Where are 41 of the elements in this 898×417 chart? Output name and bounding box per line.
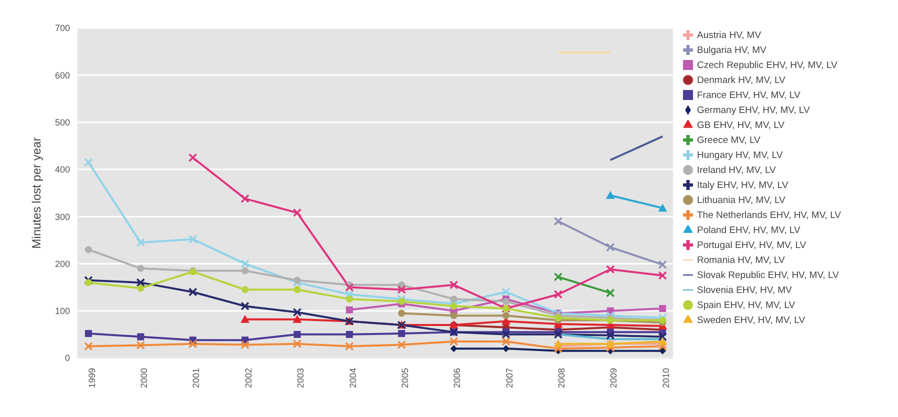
legend-label: Bulgaria HV, MV [697, 45, 766, 56]
y-axis-title: Minutes lost per year [29, 137, 44, 249]
y-tick-label: 200 [54, 258, 70, 269]
legend-label: Austria HV, MV [697, 30, 762, 41]
x-tick-label: 2007 [504, 368, 514, 388]
legend-label: Romania HV, MV, LV [697, 255, 785, 266]
x-tick-label: 2002 [243, 368, 254, 388]
x-tick-label: 2004 [348, 368, 358, 388]
legend-label: The Netherlands EHV, HV, MV, LV [697, 210, 841, 221]
legend-label: Greece MV, LV [697, 135, 760, 146]
legend-label: France EHV, HV, MV, LV [697, 90, 800, 101]
legend-label: Germany EHV, HV, MV, LV [697, 105, 810, 116]
legend-label: Lithuania HV, MV, LV [697, 195, 786, 206]
x-tick-label: 1999 [86, 368, 97, 388]
y-tick-label: 700 [54, 23, 70, 34]
x-tick-label: 2005 [400, 368, 410, 388]
y-tick-label: 300 [54, 212, 70, 222]
x-tick-label: 2000 [139, 368, 150, 388]
legend-label: Slovenia EHV, HV, MV [697, 285, 792, 296]
y-tick-label: 600 [54, 70, 70, 80]
y-tick-label: 400 [54, 164, 70, 175]
legend-label: Spain EHV, HV, MV, LV [697, 300, 796, 311]
legend-label: Slovak Republic EHV, HV, MV, LV [697, 270, 839, 281]
legend-label: Hungary HV, MV, LV [697, 150, 783, 161]
y-tick-label: 100 [54, 306, 70, 316]
y-tick-label: 0 [64, 353, 70, 364]
x-tick-label: 2008 [556, 368, 567, 388]
x-tick-label: 2001 [191, 368, 202, 388]
x-tick-label: 2009 [608, 368, 619, 388]
x-tick-label: 2010 [660, 368, 671, 388]
legend-label: Portugal EHV, HV, MV, LV [697, 240, 806, 251]
legend-label: Denmark HV, MV, LV [697, 75, 786, 86]
x-tick-label: 2003 [296, 368, 306, 388]
legend-label: Italy EHV, HV, MV, LV [697, 180, 788, 191]
legend-label: Sweden EHV, HV, MV, LV [697, 315, 806, 326]
x-tick-label: 2006 [452, 368, 462, 388]
legend-label: Poland EHV, HV, MV, LV [697, 225, 800, 236]
y-tick-label: 500 [54, 117, 70, 128]
legend-label: Ireland HV, MV, LV [697, 165, 776, 176]
legend-label: Czech Republic EHV, HV, MV, LV [697, 60, 838, 71]
legend-label: GB EHV, HV, MV, LV [697, 120, 784, 131]
